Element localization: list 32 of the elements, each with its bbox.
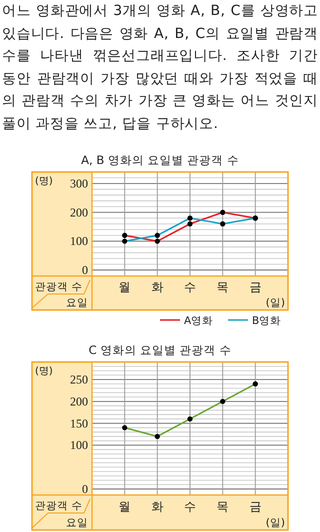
x-tick-label: 목 — [216, 280, 229, 294]
y-axis-title: (명) — [35, 176, 53, 187]
y-axis-title: (명) — [35, 366, 53, 377]
x-tick-label: 수 — [184, 500, 196, 514]
x-tick-label: 월 — [118, 280, 131, 294]
y-tick-label: 200 — [70, 394, 88, 408]
x-tick-label: 금 — [249, 280, 262, 294]
chart-title: A, B 영화의 요일별 관광객 수 — [81, 153, 239, 167]
y-tick-label: 200 — [70, 205, 88, 220]
text: 요일 — [66, 517, 88, 529]
x-tick-label: 화 — [151, 280, 164, 294]
y-tick-label: 150 — [70, 416, 88, 430]
text: 요일 — [66, 297, 88, 309]
y-tick-label: 100 — [70, 438, 88, 452]
y-tick-label: 0 — [82, 482, 88, 496]
y-tick-label: 300 — [70, 176, 88, 191]
x-axis-title: (일) — [266, 297, 285, 309]
x-tick-label: 수 — [184, 280, 196, 294]
x-axis-title: (일) — [266, 517, 285, 529]
x-tick-label: 금 — [249, 500, 262, 514]
text: 관광객 수 — [35, 500, 82, 512]
x-tick-label: 목 — [216, 500, 229, 514]
x-tick-label: 화 — [151, 500, 164, 514]
text: 관광객 수 — [35, 281, 82, 293]
text: 어느 영화관에서 3개의 영화 A, B, C를 상영하고 있습니다. 다음은 영화 A, B, C의 요일별 관람객 수를 나타낸 꺾은선그래프입니다. 조사한 기간 동안 관람객이 가장 많았던 때와 가장 적었을 때의 관람객 수의 차가 가장 큰 영화는 어느 것인지 풀이 과정을 쓰고, 답을 구하시오. — [2, 2, 318, 134]
chart-title: C 영화의 요일별 관광객 수 — [88, 343, 232, 357]
legend-label: B영화 — [252, 315, 282, 327]
legend-label: A영화 — [184, 315, 214, 327]
y-tick-label: 100 — [70, 234, 88, 248]
x-tick-label: 월 — [118, 500, 131, 514]
y-tick-label: 250 — [70, 372, 88, 387]
y-tick-label: 0 — [82, 263, 88, 277]
